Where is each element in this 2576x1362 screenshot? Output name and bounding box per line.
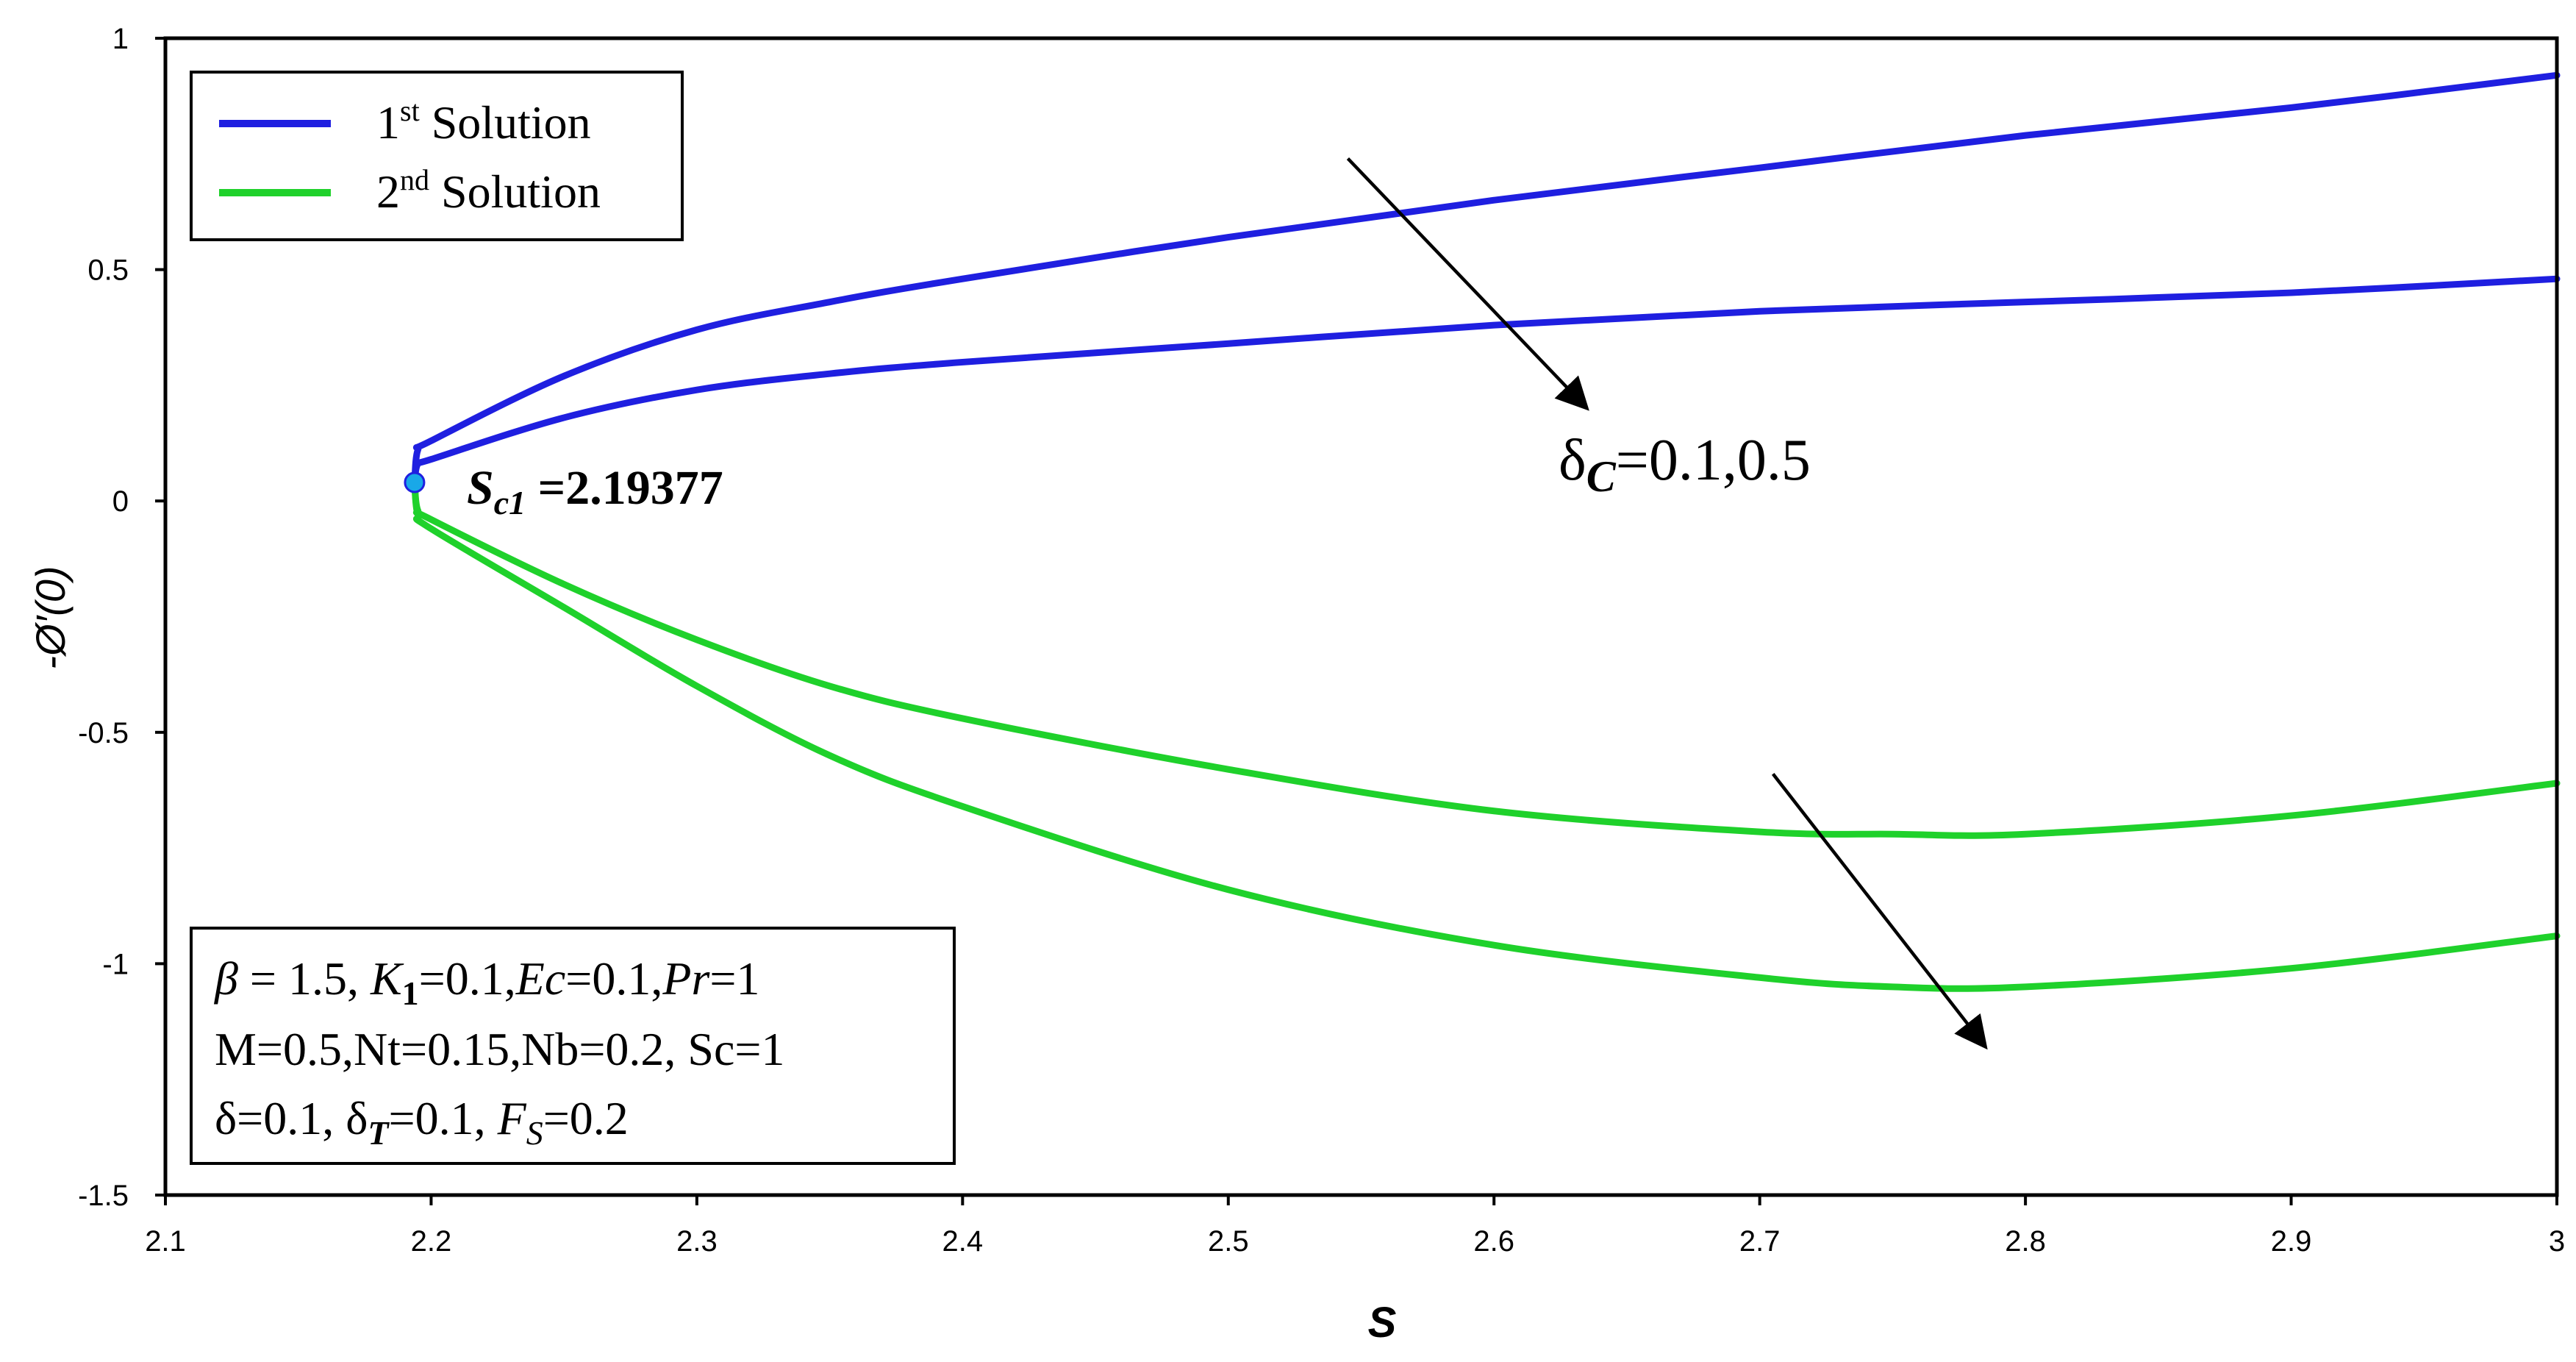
param-end: =0.2 <box>543 1092 629 1144</box>
trend-arrows <box>1346 157 1988 1050</box>
legend-first-sup: st <box>400 94 420 127</box>
critical-label-sub: c1 <box>494 484 526 521</box>
y-axis: 1 0.5 0 -0.5 -1 -1.5 <box>78 23 165 1212</box>
trend-arrow-1 <box>1346 157 1589 411</box>
x-tick-label: 2.1 <box>145 1225 186 1258</box>
legend-label-first: 1st Solution <box>376 94 591 149</box>
plot-area-frame <box>163 36 2559 1197</box>
y-tick-label: -1 <box>102 948 129 980</box>
y-tick-label: -1.5 <box>78 1180 129 1212</box>
legend-second-sup: nd <box>400 163 429 196</box>
legend-box <box>190 71 684 241</box>
critical-label-s: S <box>467 461 494 515</box>
x-tick-label: 2.4 <box>942 1225 984 1258</box>
delta-c-prefix: δ <box>1559 428 1586 493</box>
x-tick-label: 3 <box>2549 1225 2565 1258</box>
x-tick-label: 2.7 <box>1739 1225 1781 1258</box>
parameter-line-1: β = 1.5, K1=0.1,Ec=0.1,Pr=1 <box>213 952 759 1012</box>
param-f: F <box>497 1092 527 1144</box>
trend-arrow-2 <box>1771 773 1988 1050</box>
x-tick-label: 2.2 <box>411 1225 452 1258</box>
param-eq4: =1 <box>709 952 759 1005</box>
param-k: K <box>370 952 404 1005</box>
x-tick-label: 2.5 <box>1208 1225 1249 1258</box>
param-mid: =0.1, <box>389 1092 498 1144</box>
legend-first-rest: Solution <box>420 96 591 149</box>
param-delta: δ=0.1, δ <box>215 1092 368 1144</box>
param-ec: Ec <box>515 952 566 1005</box>
delta-c-sub: C <box>1586 452 1617 501</box>
y-tick-label: -0.5 <box>78 717 129 749</box>
y-tick-label: 1 <box>112 23 129 55</box>
delta-c-value: =0.1,0.5 <box>1616 428 1811 493</box>
legend-label-second: 2nd Solution <box>376 163 601 218</box>
x-tick-label: 2.3 <box>676 1225 718 1258</box>
y-tick-label: 0 <box>112 485 129 518</box>
series-lines <box>404 71 2561 992</box>
x-axis: 2.1 2.2 2.3 2.4 2.5 2.6 2.7 2.8 2.9 3 <box>145 1195 2565 1258</box>
series-line-1st-delta-c-0.5 <box>411 275 2561 486</box>
legend-second-rest: Solution <box>429 165 601 218</box>
critical-point-label: Sc1 =2.19377 <box>467 461 723 521</box>
x-axis-label: S <box>1368 1299 1397 1347</box>
param-beta: β <box>213 952 238 1005</box>
parameter-line-2: M=0.5,Nt=0.15,Nb=0.2, Sc=1 <box>215 1023 785 1075</box>
legend: 1st Solution 2nd Solution <box>190 71 684 241</box>
param-pr: Pr <box>662 952 710 1005</box>
param-eq3: =0.1, <box>565 952 662 1005</box>
y-tick-label: 0.5 <box>87 254 129 287</box>
param-eq1: = 1.5, <box>238 952 371 1005</box>
series-line-2nd-delta-c-0.5 <box>411 479 2561 992</box>
critical-label-value: =2.19377 <box>526 461 723 515</box>
delta-c-label: δC=0.1,0.5 <box>1559 428 1811 501</box>
legend-second-base: 2 <box>376 165 400 218</box>
series-line-1st-delta-c-0.1 <box>411 71 2561 486</box>
parameter-box: β = 1.5, K1=0.1,Ec=0.1,Pr=1 M=0.5,Nt=0.1… <box>190 927 956 1165</box>
y-axis-label: -Ø′(0) <box>27 566 74 669</box>
critical-point-marker <box>404 471 426 493</box>
param-f-sub: S <box>526 1114 543 1152</box>
series-line-2nd-delta-c-0.1 <box>411 479 2561 839</box>
parameter-box-frame <box>190 927 956 1165</box>
parameter-line-3: δ=0.1, δT=0.1, FS=0.2 <box>215 1092 629 1152</box>
legend-first-base: 1 <box>376 96 400 149</box>
x-tick-label: 2.6 <box>1473 1225 1514 1258</box>
x-tick-label: 2.9 <box>2271 1225 2312 1258</box>
param-eq2: =0.1, <box>419 952 516 1005</box>
x-tick-label: 2.8 <box>2005 1225 2046 1258</box>
param-k-sub: 1 <box>402 974 419 1012</box>
param-t-sub: T <box>368 1114 390 1152</box>
